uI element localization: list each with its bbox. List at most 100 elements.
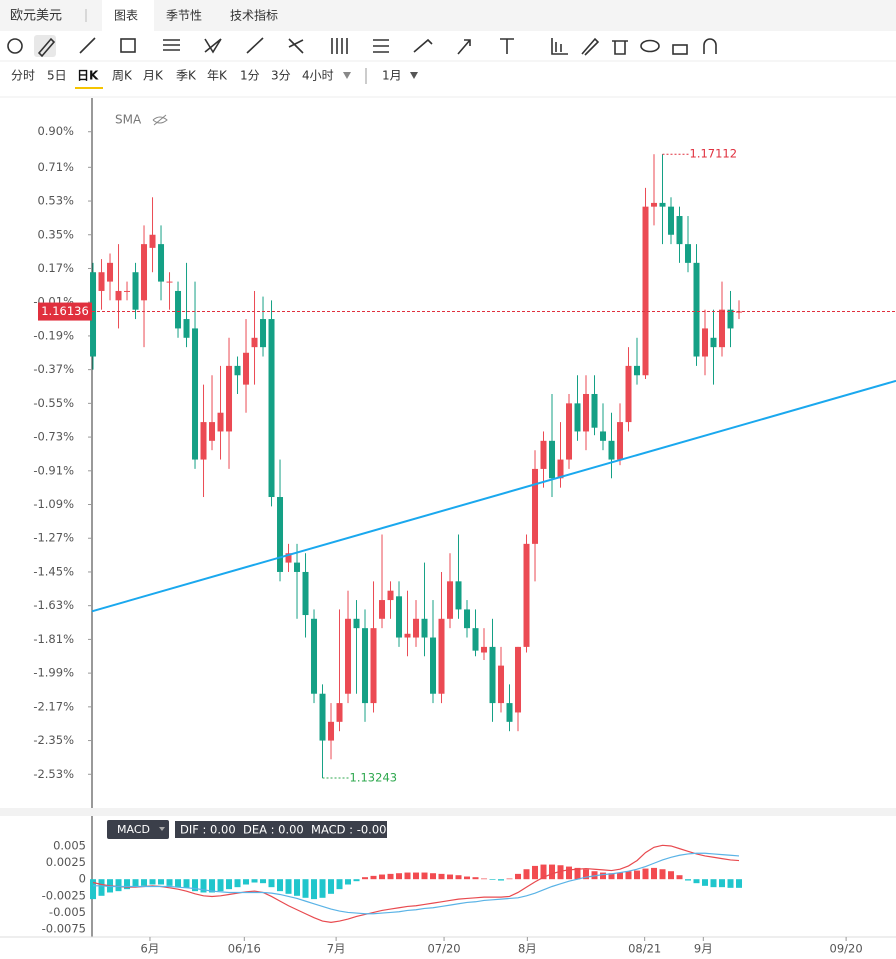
macd-bar [404,872,411,880]
candle-body [277,497,284,572]
macd-legend-bg [175,821,387,838]
tool-icon[interactable] [612,40,628,55]
macd-bar [413,872,420,880]
macd-bar [719,879,726,888]
tool-icon[interactable] [163,39,180,51]
macd-bar [158,879,165,885]
macd-tick-label: -0.005 [49,905,86,919]
tool-icon[interactable] [288,38,304,54]
tool-icon[interactable] [457,39,471,55]
macd-tick-label: -0.0025 [42,888,86,902]
candle-body [455,581,462,610]
macd-select[interactable] [107,820,169,839]
candle-body [98,272,105,291]
candle-body [464,609,471,629]
visibility-icon[interactable] [152,114,168,126]
candle-body [727,309,734,329]
y-tick-label: -2.17% [33,699,74,713]
timeframe[interactable]: 3分 [271,69,291,83]
timeframe[interactable]: 分时 [11,69,35,83]
extreme-label: 1.17112 [690,147,738,161]
y-tick-label: -0.73% [33,430,74,444]
tool-icon[interactable] [373,39,389,53]
tool-icon[interactable] [120,38,136,53]
macd-bar [557,865,564,880]
candle-body [438,618,445,694]
macd-bar [124,879,131,890]
timeframe[interactable]: 年K [207,69,228,83]
y-tick-label: -2.53% [33,767,74,781]
macd-bar [319,879,326,898]
timeframe[interactable]: 月K [143,69,164,83]
candle-body [260,319,267,348]
x-tick-label: 8月 [518,942,537,956]
timeframe[interactable]: 1分 [240,69,260,83]
tool-icon[interactable] [703,38,717,54]
tool-icon[interactable] [246,37,264,54]
timeframe[interactable]: 4小时 [302,69,334,83]
candle-body [336,703,343,722]
timeframe[interactable]: 周K [112,69,133,83]
macd-bar [353,879,360,882]
macd-bar [574,867,581,880]
candle-body [141,244,148,301]
tool-icon[interactable] [581,37,600,56]
macd-bar [515,873,522,880]
tab[interactable]: 季节性 [166,9,202,23]
candle-body [404,633,411,638]
candle-body [430,637,437,694]
macd-bar [192,879,199,892]
macd-bar [285,879,292,894]
candle-body [574,403,581,432]
tool-icon[interactable] [640,39,660,53]
macd-bar [472,877,479,880]
candle-body [472,628,479,651]
macd-bar [481,878,488,880]
y-tick-label: -0.91% [33,463,74,477]
candle-body [243,352,250,385]
macd-tick-label: 0.005 [53,838,86,852]
x-tick-label: 6月 [141,942,160,956]
tool-icon[interactable] [551,38,568,55]
candle-body [421,618,428,638]
macd-bar [260,879,267,884]
macd-bar [489,879,496,880]
timeframe[interactable]: 季K [176,69,197,83]
macd-bar [328,879,335,894]
candle-body [600,431,607,441]
macd-bar [209,879,216,893]
timeframe[interactable]: 日K [77,69,99,83]
tool-icon[interactable] [37,37,56,58]
macd-bar [200,879,207,893]
tab[interactable]: 图表 [114,9,138,23]
tool-icon[interactable] [79,37,96,54]
symbol-tab[interactable]: 欧元美元 [10,9,62,24]
candle-body [498,665,505,704]
macd-bar [217,879,224,892]
macd-bar [464,876,471,880]
macd-bar [370,875,377,880]
tool-icon[interactable] [413,38,433,53]
macd-bar [566,866,573,880]
candle-body [651,202,658,207]
candle-body [149,234,156,248]
candle-body [540,440,547,469]
macd-bar [90,879,97,900]
macd-bar [659,869,666,880]
candle-body [379,600,386,619]
tool-icon[interactable] [500,38,514,54]
dropdown-arrow[interactable] [410,72,418,79]
range-select[interactable]: 1月 [382,69,402,83]
dropdown-arrow[interactable] [343,72,351,79]
dropdown-arrow [159,827,165,831]
tool-icon[interactable] [672,44,688,55]
active-tab-bg [102,0,154,31]
candle-body [268,319,275,498]
x-tick-label: 07/20 [427,942,460,956]
timeframe[interactable]: 5日 [47,69,67,83]
y-tick-label: 0.17% [37,261,74,275]
tool-icon[interactable] [204,38,222,54]
tab[interactable]: 技术指标 [230,8,278,23]
tool-icon[interactable] [7,38,23,54]
tool-icon[interactable] [331,38,348,54]
